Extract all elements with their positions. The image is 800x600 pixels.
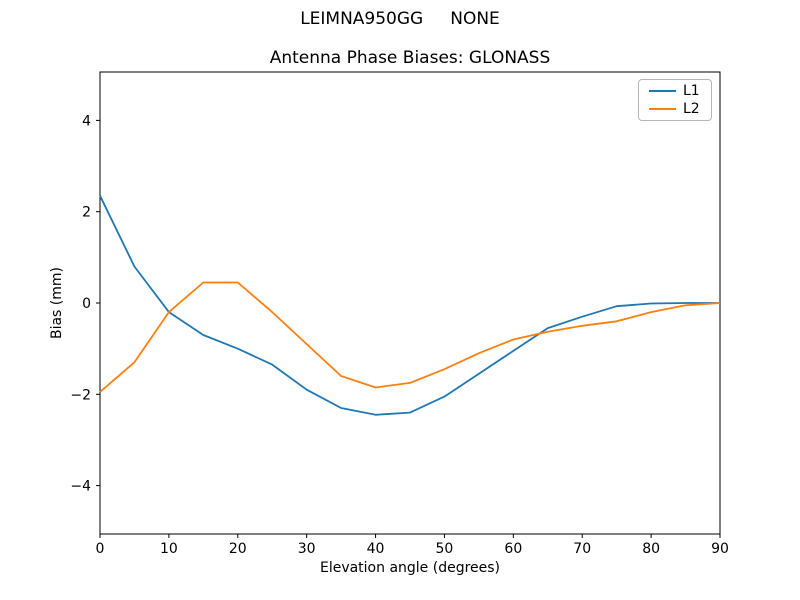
l2-line-sample-icon [649,107,676,110]
y-tick-label: 4 [82,113,91,129]
figure-suptitle: LEIMNA950GG NONE [300,9,500,29]
x-tick-label: 30 [298,541,316,557]
legend-entry-l2: L2 [639,100,711,117]
x-tick-label: 50 [436,541,454,557]
x-tick-label: 70 [573,541,591,557]
legend: L1 L2 [638,79,712,121]
x-tick-label: 80 [642,541,660,557]
legend-label-l2: L2 [683,100,700,117]
y-tick-label: 2 [82,205,91,221]
l1-line-sample-icon [649,90,676,93]
x-tick-label: 90 [711,541,729,557]
series-line-l1 [99,195,720,416]
y-tick-label: 0 [82,296,91,312]
x-tick-label: 0 [96,541,105,557]
legend-label-l1: L1 [683,83,700,100]
x-tick-label: 60 [504,541,522,557]
x-tick-label: 40 [367,541,385,557]
legend-entry-l1: L1 [639,83,711,100]
series-line-l2 [99,281,721,393]
x-tick-label: 20 [229,541,247,557]
x-axis-label: Elevation angle (degrees) [319,560,501,576]
y-axis-label: Bias (mm) [49,266,65,340]
axes-frame [99,71,721,535]
axes-title: Antenna Phase Biases: GLONASS [269,48,551,68]
y-tick-label: −4 [70,479,91,495]
y-tick-label: −2 [70,387,91,403]
x-tick-label: 10 [160,541,178,557]
